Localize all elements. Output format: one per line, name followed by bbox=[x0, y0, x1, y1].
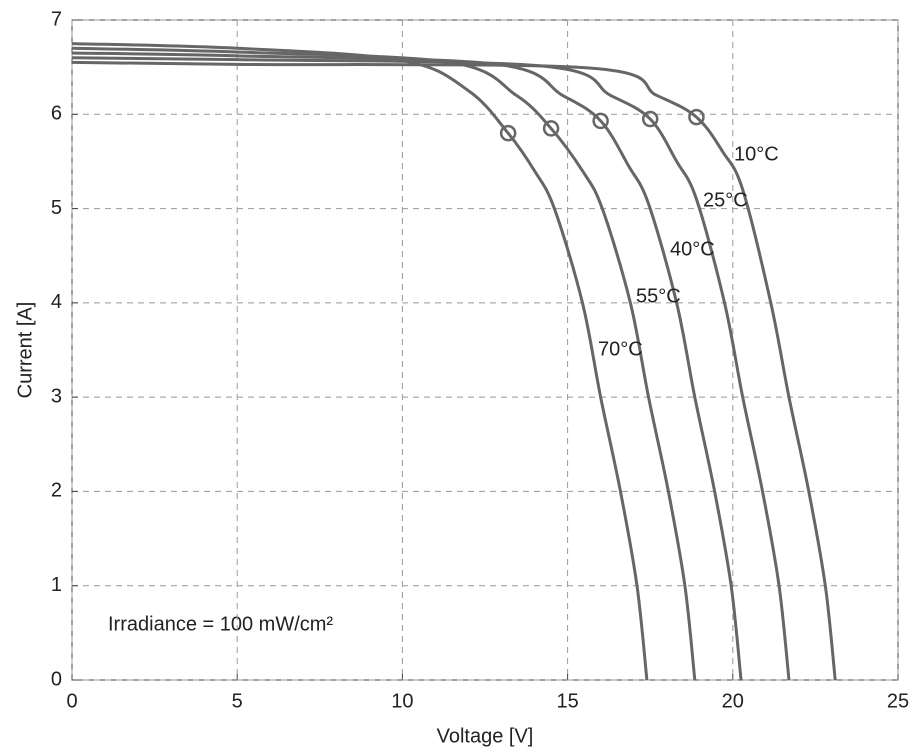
plot-frame bbox=[72, 20, 898, 680]
curve-label: 70°C bbox=[598, 338, 643, 360]
annotation: Irradiance = 100 mW/cm² bbox=[108, 613, 333, 635]
y-tick-label: 5 bbox=[51, 197, 62, 219]
y-tick-label: 4 bbox=[51, 291, 62, 313]
iv-curve bbox=[72, 62, 835, 680]
iv-curve bbox=[72, 58, 789, 680]
x-tick-label: 0 bbox=[66, 690, 77, 712]
x-axis-label: Voltage [V] bbox=[437, 725, 534, 747]
x-tick-label: 25 bbox=[887, 690, 909, 712]
y-tick-label: 0 bbox=[51, 668, 62, 690]
x-tick-label: 15 bbox=[556, 690, 578, 712]
curve-label: 55°C bbox=[636, 285, 681, 307]
x-tick-label: 20 bbox=[722, 690, 744, 712]
curve-label: 10°C bbox=[734, 143, 779, 165]
chart: Voltage [V] Current [A] Irradiance = 100… bbox=[0, 0, 912, 752]
curve-label: 40°C bbox=[670, 238, 715, 260]
x-tick-label: 5 bbox=[232, 690, 243, 712]
y-tick-label: 6 bbox=[51, 103, 62, 125]
y-tick-label: 1 bbox=[51, 574, 62, 596]
x-tick-label: 10 bbox=[391, 690, 413, 712]
y-tick-label: 3 bbox=[51, 385, 62, 407]
y-axis-label: Current [A] bbox=[14, 302, 36, 399]
curve-label: 25°C bbox=[703, 189, 748, 211]
y-tick-label: 2 bbox=[51, 480, 62, 502]
y-tick-label: 7 bbox=[51, 8, 62, 30]
